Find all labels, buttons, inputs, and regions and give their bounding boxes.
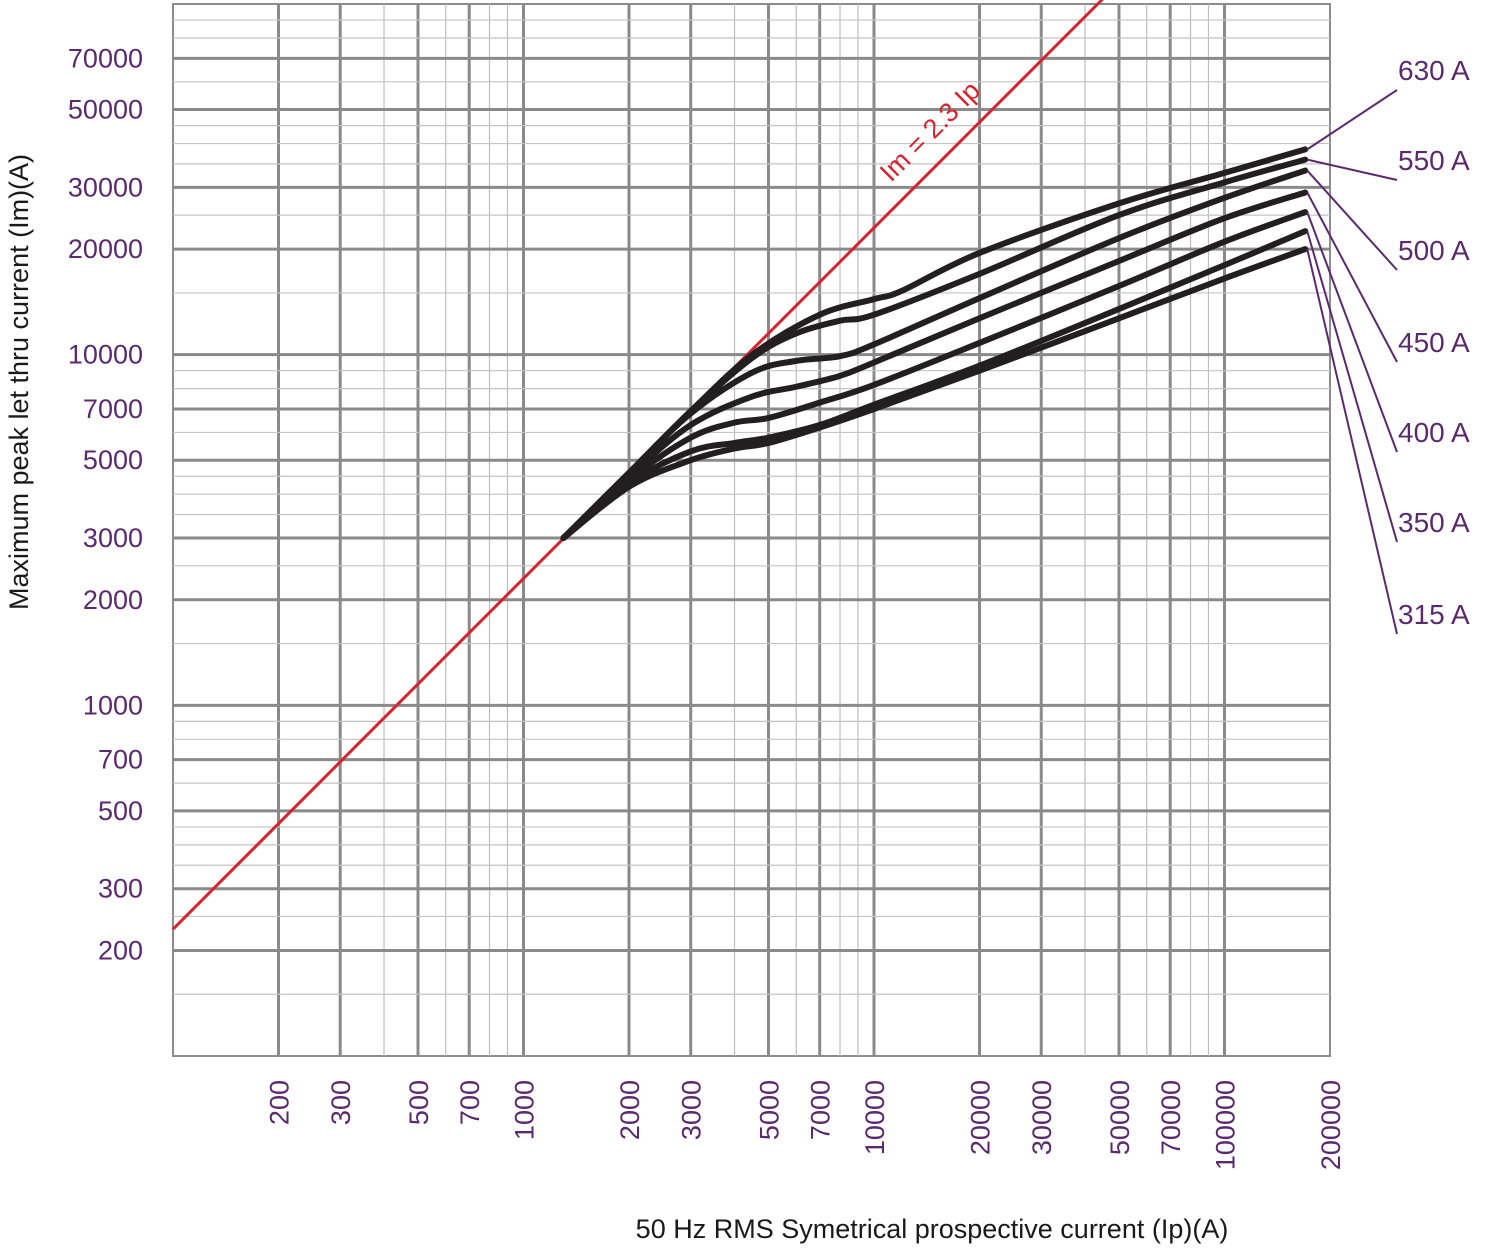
- x-axis-label: 50 Hz RMS Symetrical prospective current…: [636, 1214, 1229, 1244]
- x-tick-label: 20000: [966, 1080, 996, 1155]
- y-tick-label: 700: [98, 745, 143, 775]
- x-tick-label: 100000: [1210, 1080, 1240, 1170]
- series-leader-line: [1306, 192, 1398, 363]
- y-tick-label: 1000: [83, 690, 143, 720]
- y-tick-label: 20000: [68, 234, 143, 264]
- series-label: 450 A: [1398, 327, 1470, 358]
- series-label: 630 A: [1398, 55, 1470, 86]
- y-tick-label: 5000: [83, 445, 143, 475]
- plot-frame: [172, 3, 1331, 1057]
- x-tick-label: 2000: [615, 1080, 645, 1140]
- series-line-450a: [560, 189, 1309, 542]
- series-label: 315 A: [1398, 599, 1470, 630]
- y-tick-label: 70000: [68, 43, 143, 73]
- x-tick-label: 3000: [677, 1080, 707, 1140]
- x-tick-label: 50000: [1105, 1080, 1135, 1155]
- y-axis-label: Maximum peak let thru current (Im)(A): [4, 154, 34, 610]
- x-tick-label: 200000: [1316, 1080, 1346, 1170]
- y-tick-label: 50000: [68, 95, 143, 125]
- series-leader-line: [1306, 248, 1398, 635]
- x-tick-label: 30000: [1027, 1080, 1057, 1155]
- x-tick-label: 300: [326, 1080, 356, 1125]
- series-label: 550 A: [1398, 145, 1470, 176]
- x-tick-label: 200: [265, 1080, 295, 1125]
- y-tick-label: 30000: [68, 172, 143, 202]
- y-tick-label: 10000: [68, 340, 143, 370]
- y-tick-label: 2000: [83, 585, 143, 615]
- y-tick-label: 7000: [83, 394, 143, 424]
- y-tick-label: 300: [98, 874, 143, 904]
- series-leader-line: [1306, 230, 1398, 543]
- series-leader-line: [1306, 169, 1398, 271]
- series-line-550a: [560, 156, 1309, 542]
- x-tick-label: 5000: [754, 1080, 784, 1140]
- y-tick-label: 200: [98, 935, 143, 965]
- series-leader-line: [1307, 158, 1398, 181]
- series-line-315a: [560, 246, 1309, 542]
- series-leader-line: [1306, 211, 1398, 453]
- series-line-500a: [560, 167, 1309, 542]
- x-tick-label: 1000: [509, 1080, 539, 1140]
- x-tick-label: 500: [404, 1080, 434, 1125]
- series-label: 400 A: [1398, 417, 1470, 448]
- grid: [172, 3, 1331, 1057]
- series-leader-line: [1306, 89, 1398, 151]
- series-group: [560, 146, 1309, 542]
- series-label: 500 A: [1398, 235, 1470, 266]
- tick-labels: 200 300 500 700 1000 2000 3000 5000 7000 10000 200…: [68, 43, 1346, 1170]
- series-line-400a: [560, 209, 1309, 542]
- y-tick-label: 3000: [83, 523, 143, 553]
- series-label: 350 A: [1398, 507, 1470, 538]
- x-tick-label: 7000: [806, 1080, 836, 1140]
- y-tick-label: 500: [98, 796, 143, 826]
- series-labels: 630 A 550 A 500 A 450 A 400 A 350 A 315 A: [1306, 55, 1470, 635]
- x-tick-label: 700: [455, 1080, 485, 1125]
- x-tick-label: 70000: [1156, 1080, 1186, 1155]
- x-tick-label: 10000: [860, 1080, 890, 1155]
